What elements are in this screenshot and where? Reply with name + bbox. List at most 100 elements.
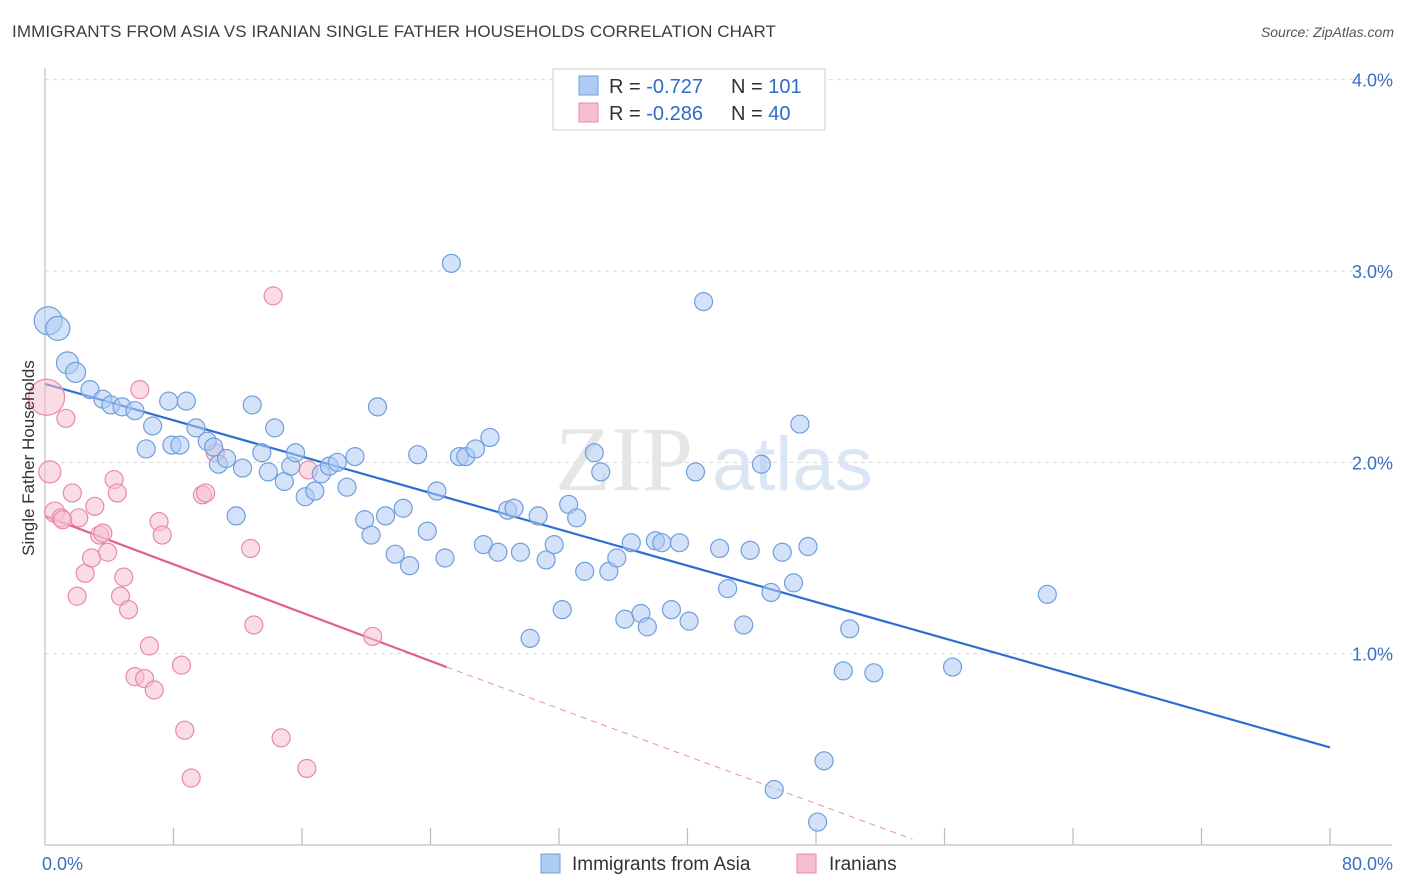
svg-text:N = 40: N = 40 [731,103,791,125]
point-asia [125,401,145,421]
point-asia [520,628,540,648]
point-asia [305,481,325,501]
y-tick-label: 1.0% [1352,645,1393,665]
point-asia [607,548,627,568]
y-tick-labels: 1.0% 2.0% 3.0% 4.0% [1352,71,1393,665]
svg-text:R = -0.286: R = -0.286 [609,103,703,125]
point-asia [480,427,500,448]
legend-r-label-1: R = [609,76,646,98]
y-tick-label: 4.0% [1352,71,1393,91]
point-asia [740,540,760,560]
legend-box: R = -0.727 N = 101 R = -0.286 N = 40 [552,68,826,131]
point-asia [327,452,347,472]
point-asia [367,397,388,417]
point-asia [536,550,556,570]
bottom-legend-swatch-blue [540,853,561,874]
point-iranian [271,728,291,748]
point-iranian [38,460,62,484]
point-asia [840,619,860,639]
point-asia [761,582,781,603]
point-asia [575,561,595,581]
source-label: Source: ZipAtlas.com [1260,24,1394,40]
point-asia [285,443,306,463]
point-asia [408,445,428,465]
point-asia [864,663,884,683]
point-iranian [98,542,118,562]
point-iranian [152,525,172,545]
point-asia [652,533,672,553]
point-asia [591,462,611,482]
point-asia [265,418,285,438]
point-iranian [28,378,66,416]
point-iranian [130,380,150,400]
point-asia [772,542,792,562]
point-asia [216,448,237,469]
point-iranian [81,548,102,568]
legend-n-value-2: 40 [768,103,790,125]
point-asia [637,617,657,637]
bottom-legend-label-asia: Immigrants from Asia [572,854,751,875]
gridlines [45,79,1392,655]
axes [44,68,1392,846]
point-asia [621,533,641,553]
point-asia [242,395,262,415]
point-asia [669,533,690,553]
point-asia [232,458,253,478]
point-asia [417,521,437,541]
point-asia [393,498,413,518]
point-asia [488,542,508,562]
y-tick-label: 2.0% [1352,453,1393,473]
point-asia [64,361,87,384]
point-asia [400,556,420,576]
x-tick-label-max: 80.0% [1342,854,1393,874]
point-iranian [107,483,127,503]
watermark-zip: ZIP [555,408,693,510]
point-iranian [241,538,261,559]
point-asia [427,481,447,501]
point-asia [798,536,818,557]
point-iranian [56,408,76,428]
point-asia [258,462,278,482]
point-iranian [62,483,82,503]
point-asia [252,443,272,463]
x-tick-label-min: 0.0% [42,854,83,874]
legend-swatch-blue [578,75,599,96]
x-tick-labels: 0.0% 80.0% [42,854,1393,874]
point-asia [510,542,531,562]
svg-text:N = 101: N = 101 [731,76,802,98]
point-asia [337,477,357,497]
point-iranian [53,510,73,530]
point-iranian [196,483,216,503]
chart-title: IMMIGRANTS FROM ASIA VS IRANIAN SINGLE F… [12,22,777,41]
point-asia [504,498,524,518]
svg-text:R = -0.727: R = -0.727 [609,76,703,98]
point-asia [661,600,682,620]
point-asia [385,544,405,564]
point-asia [942,657,963,677]
data-points [28,253,1057,832]
point-asia [790,414,810,434]
bottom-legend-swatch-pink [796,853,817,874]
y-tick-label: 3.0% [1352,262,1393,282]
point-asia [808,812,828,832]
point-iranian [171,655,192,675]
point-asia [435,548,455,568]
point-asia [465,439,486,459]
legend-n-value-1: 101 [768,76,801,98]
point-iranian [297,758,317,779]
point-iranian [93,523,113,543]
legend-swatch-pink [578,102,599,123]
bottom-legend-label-iranians: Iranians [829,854,897,875]
y-axis-label: Single Father Households [19,360,38,556]
point-iranian [263,286,283,306]
point-asia [718,579,738,599]
point-asia [441,253,461,273]
point-asia [159,391,179,411]
point-asia [685,462,706,482]
point-asia [710,538,730,559]
point-asia [615,609,635,629]
point-asia [1037,584,1057,604]
point-iranian [244,615,264,635]
point-iranian [118,600,139,620]
point-asia [751,454,771,474]
